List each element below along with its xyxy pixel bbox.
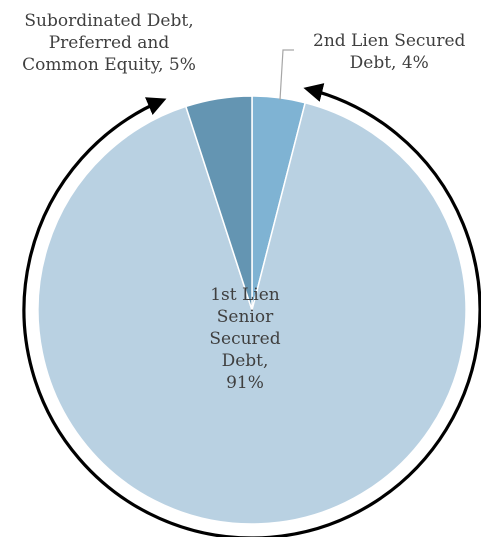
slice-label-2nd-lien: 2nd Lien Secured Debt, 4% [313,31,466,73]
slice-leader-line [279,49,294,101]
slice-label-subordinated: Subordinated Debt, Preferred and Common … [22,11,196,75]
pie-slices [37,95,467,525]
pie-slice-1st-lien [37,101,467,525]
encircling-arrow [22,83,481,537]
slice-label-1st-lien: 1st Lien Senior Secured Debt, 91% [209,285,281,393]
